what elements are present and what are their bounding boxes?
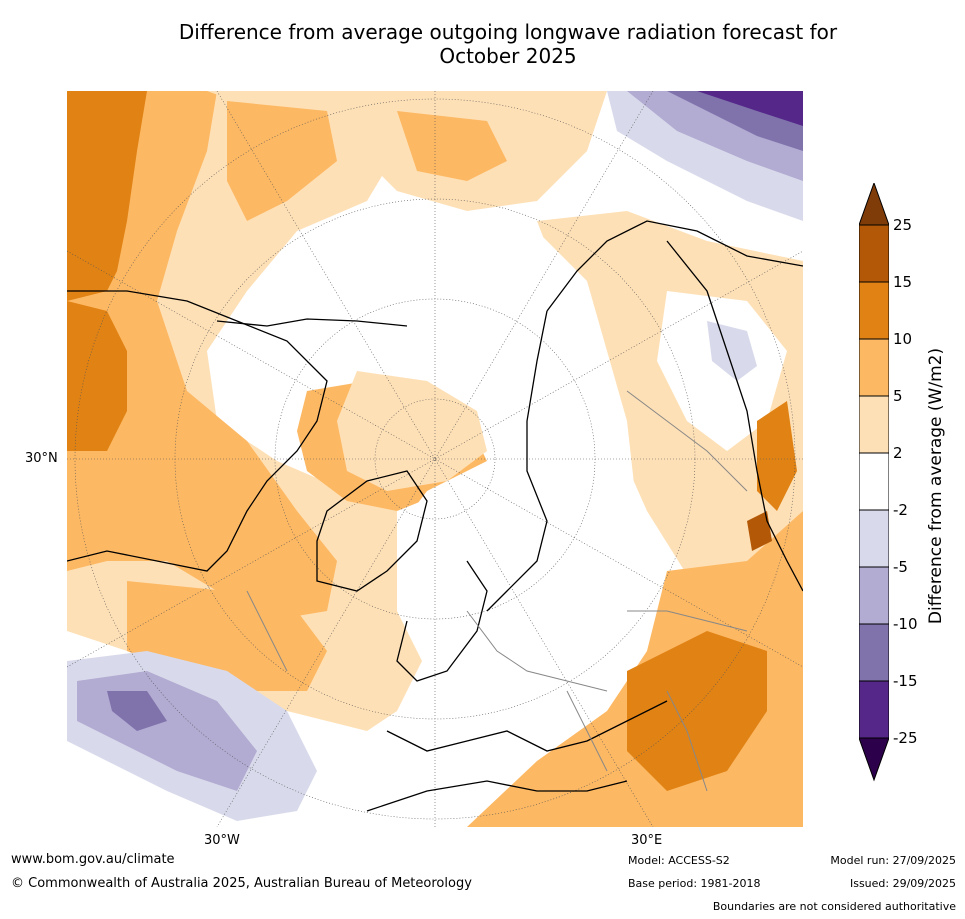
- footer-issued: Issued: 29/09/2025: [849, 877, 956, 890]
- colorbar-bin-2-5: [858, 395, 890, 454]
- longitude-label-30w: 30°W: [204, 833, 240, 848]
- colorbar: [858, 181, 890, 787]
- footer-base-period: Base period: 1981-2018: [628, 877, 761, 890]
- colorbar-extend-high: [858, 181, 890, 226]
- anomaly-neutral-asia: [657, 291, 787, 451]
- colorbar-bin-15-25: [858, 224, 890, 283]
- colorbar-tick: 25: [893, 216, 913, 234]
- colorbar-bin-m15-m10: [858, 623, 890, 682]
- colorbar-extend-low: [858, 737, 890, 782]
- longitude-label-30e: 30°E: [631, 833, 663, 848]
- colorbar-tick: -15: [893, 672, 918, 690]
- colorbar-tick: -10: [893, 615, 918, 633]
- coastline-greenland: [316, 470, 428, 592]
- coastline-eurasia-north: [546, 220, 803, 312]
- colorbar-tick: 10: [893, 330, 913, 348]
- colorbar-bin-10-15: [858, 281, 890, 340]
- anomaly-dark-orange-w: [67, 301, 127, 451]
- anomaly-orange-north: [227, 101, 337, 221]
- coastline-europe: [386, 700, 668, 752]
- chart-title: Difference from average outgoing longwav…: [60, 20, 956, 68]
- country-boundaries: [246, 390, 748, 792]
- anomaly-dark-orange-se: [627, 631, 767, 791]
- colorbar-bin-m10-m5: [858, 566, 890, 625]
- anomaly-orange-north-2: [397, 111, 507, 181]
- coastline-siberia: [486, 310, 548, 612]
- anomaly-neutral-arctic: [317, 211, 637, 691]
- anomaly-orange-west: [67, 91, 337, 621]
- colorbar-bin-5-10: [858, 338, 890, 397]
- anomaly-deep-purple-sw: [107, 691, 167, 731]
- anomaly-dark-orange-nw: [67, 91, 147, 301]
- anomaly-lilac-asia: [707, 321, 757, 381]
- footer-model-run: Model run: 27/09/2025: [830, 854, 956, 867]
- anomaly-dark-orange-e: [757, 401, 797, 511]
- colorbar-tick: -5: [893, 558, 908, 576]
- graticule: [67, 91, 803, 827]
- coastline-africa: [366, 780, 628, 812]
- colorbar-tick: 2: [893, 444, 903, 462]
- coastline-east-asia: [666, 240, 803, 592]
- anomaly-darkest-purple-ne: [697, 91, 803, 126]
- colorbar-svg: [858, 181, 890, 782]
- colorbar-bin-m25-m15: [858, 680, 890, 739]
- colorbar-tick: 5: [893, 387, 903, 405]
- title-line-2: October 2025: [439, 44, 577, 68]
- footer-website-link[interactable]: www.bom.gov.au/climate: [11, 852, 175, 867]
- colorbar-tick: 15: [893, 273, 913, 291]
- colorbar-axis-label: Difference from average (W/m2): [926, 347, 946, 625]
- colorbar-bin-m5-m2: [858, 509, 890, 568]
- colorbar-bin-neutral: [858, 452, 890, 511]
- title-line-1: Difference from average outgoing longwav…: [178, 20, 838, 44]
- coastline-north-america: [67, 290, 328, 572]
- coastlines: [67, 220, 803, 812]
- coastline-alaska: [216, 318, 408, 327]
- footer-model: Model: ACCESS-S2: [628, 854, 730, 867]
- colorbar-tick: -25: [893, 729, 918, 747]
- coastline-scandinavia: [396, 560, 488, 682]
- latitude-label-30n: 30°N: [25, 451, 58, 466]
- anomaly-brown-e: [747, 511, 772, 551]
- footer-copyright: © Commonwealth of Australia 2025, Austra…: [11, 876, 472, 891]
- map-panel[interactable]: [67, 91, 803, 827]
- anomaly-fields: [67, 91, 803, 827]
- footer-disclaimer: Boundaries are not considered authoritat…: [712, 900, 956, 913]
- colorbar-tick: -2: [893, 501, 908, 519]
- map-canvas: [67, 91, 803, 827]
